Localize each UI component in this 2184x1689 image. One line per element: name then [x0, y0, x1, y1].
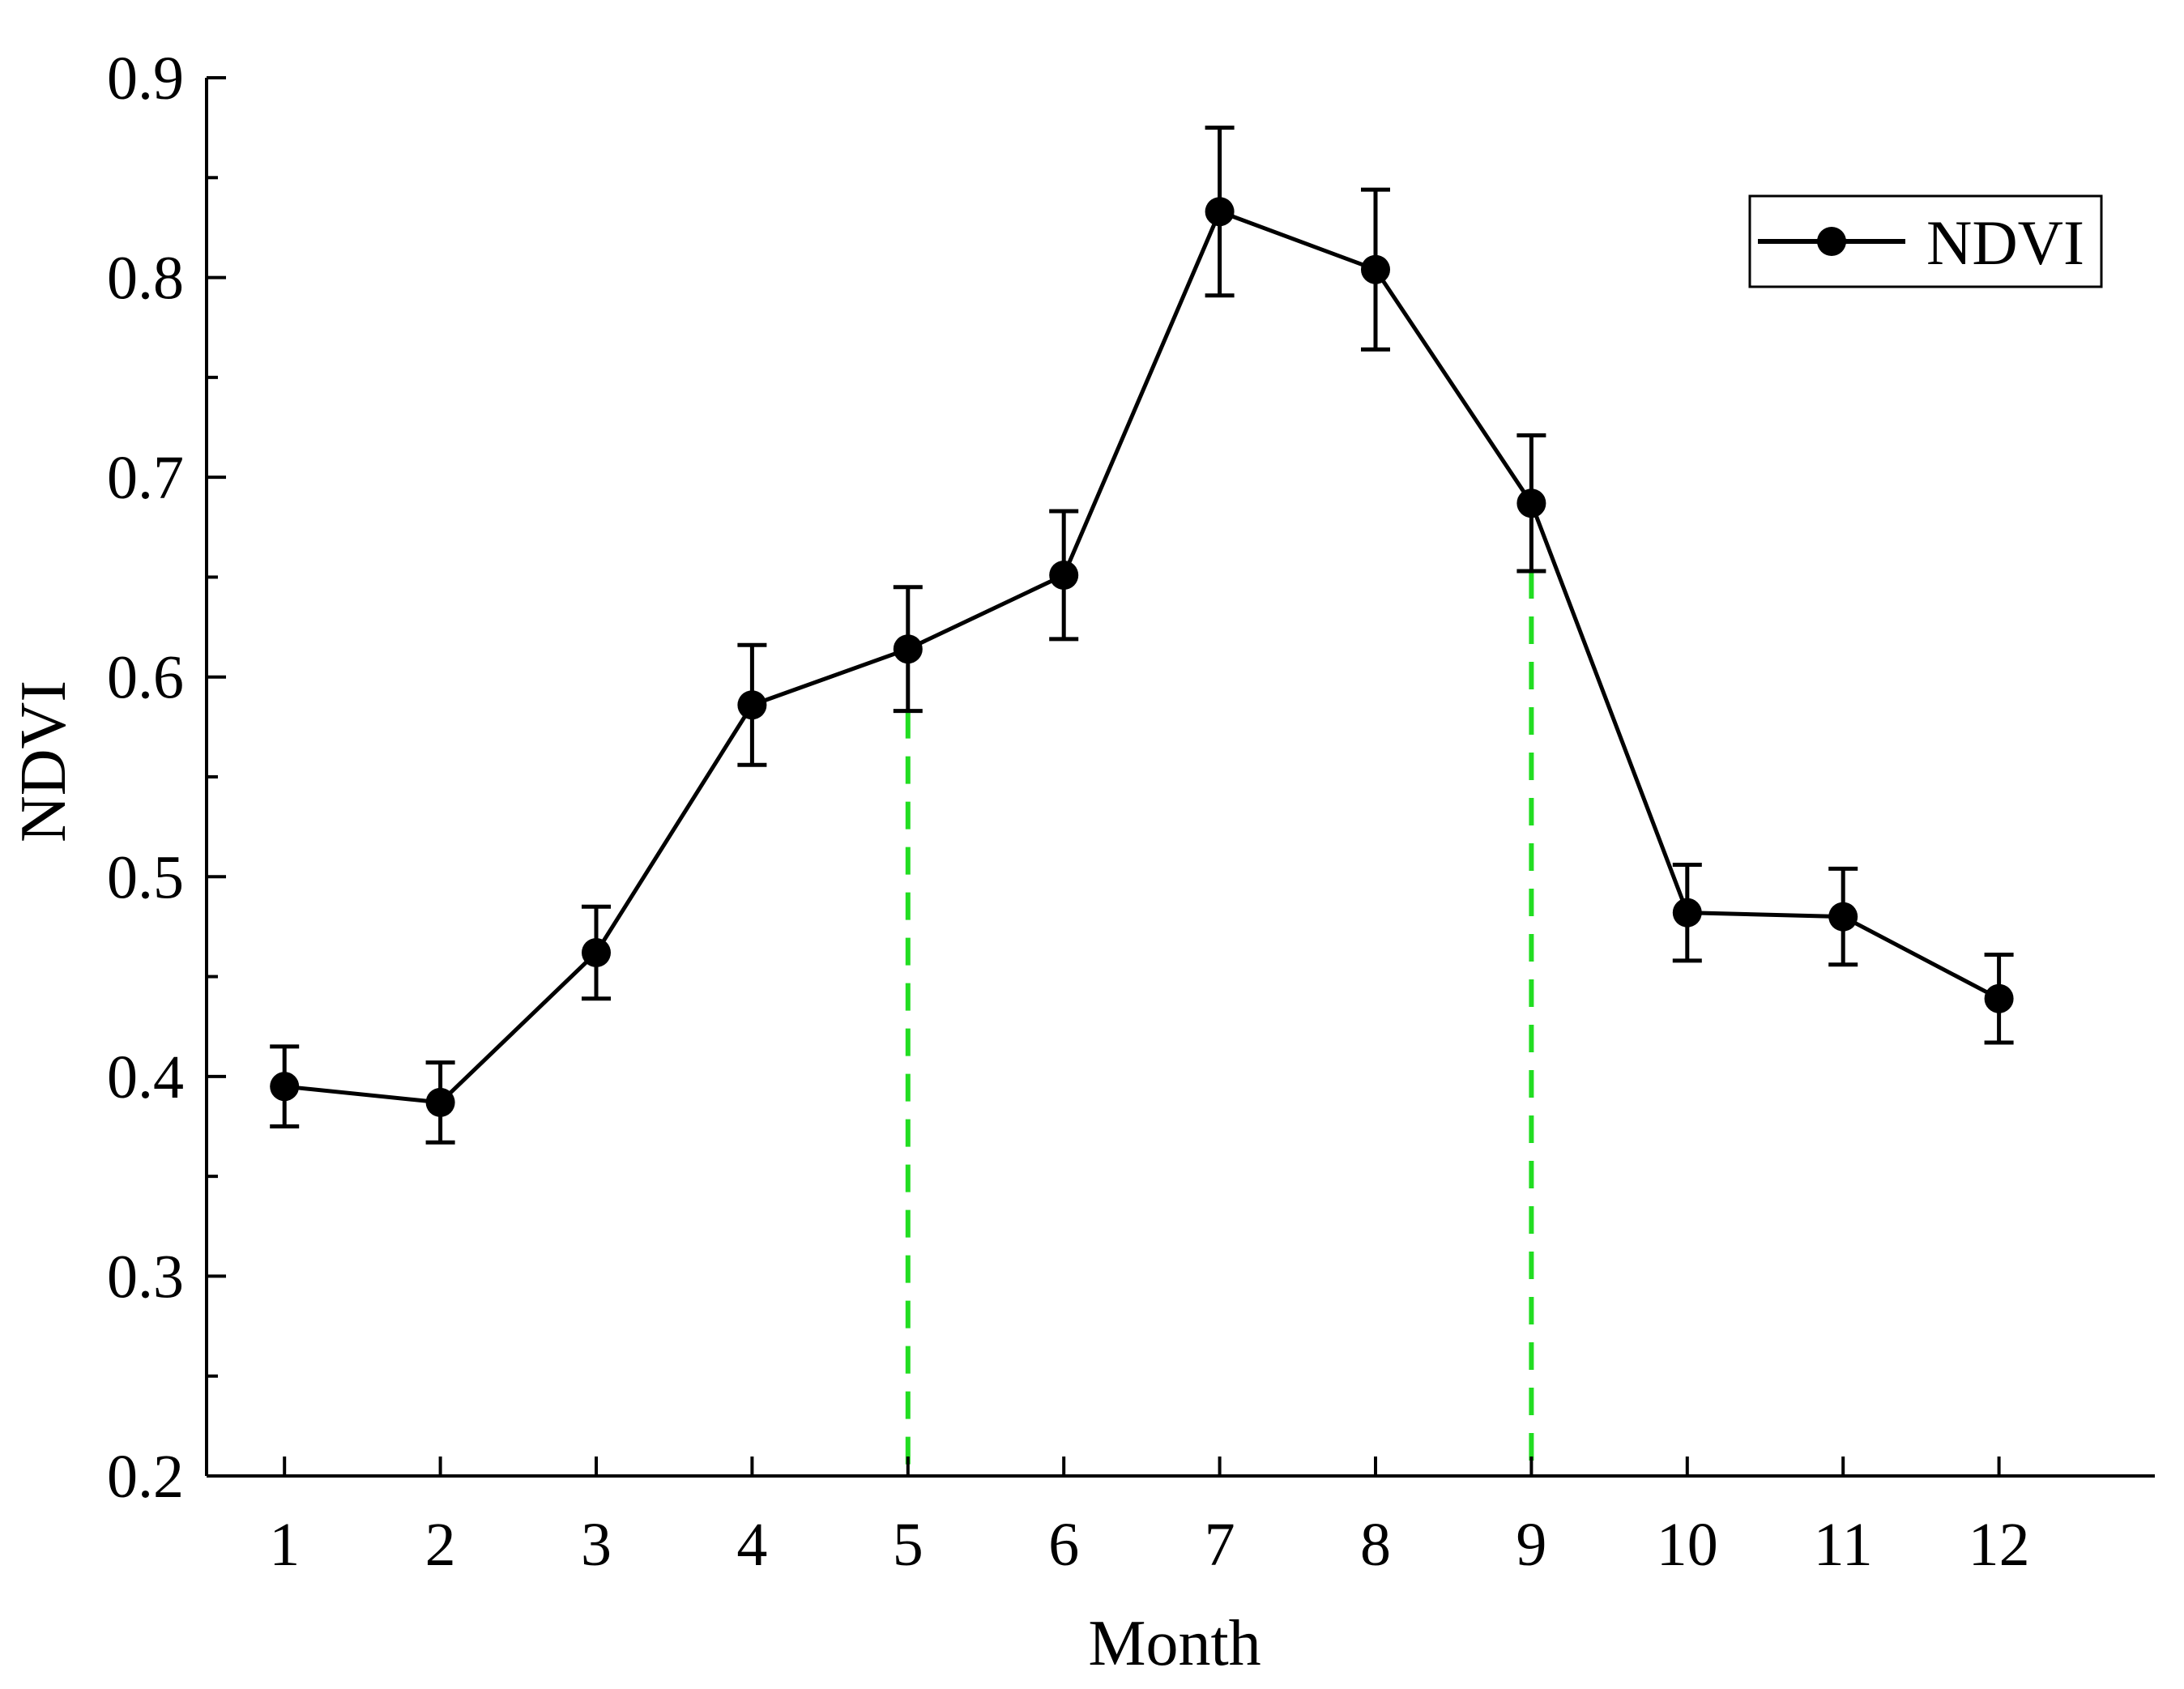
data-point-month-2 — [425, 1087, 455, 1117]
x-tick-label: 1 — [269, 1511, 300, 1579]
x-tick-label: 6 — [1048, 1511, 1079, 1579]
legend: NDVI — [1748, 194, 2103, 288]
x-tick-label: 2 — [425, 1511, 456, 1579]
data-point-month-10 — [1672, 898, 1702, 928]
data-point-month-6 — [1049, 560, 1079, 590]
x-tick-label: 7 — [1205, 1511, 1235, 1579]
reference-lines — [905, 571, 1534, 1476]
y-tick-label: 0.6 — [107, 644, 184, 712]
axes: 0.20.30.40.50.60.70.80.91 2 3 4 5 6 7 8 9 10 11 12 — [107, 45, 2155, 1579]
x-tick-label: 5 — [893, 1511, 924, 1579]
y-tick-label: 0.5 — [107, 843, 184, 911]
data-point-month-5 — [893, 634, 923, 664]
legend-label: NDVI — [1926, 207, 2084, 278]
y-tick-label: 0.7 — [107, 444, 184, 512]
y-tick-label: 0.3 — [107, 1243, 184, 1311]
data-point-month-11 — [1828, 902, 1858, 932]
data-point-month-1 — [270, 1072, 300, 1102]
y-tick-label: 0.4 — [107, 1043, 184, 1111]
x-axis-title: Month — [1088, 1608, 1260, 1679]
x-tick-label: 3 — [581, 1511, 612, 1579]
x-tick-label: 4 — [736, 1511, 767, 1579]
data-point-month-9 — [1516, 488, 1546, 518]
data-point-month-7 — [1205, 197, 1235, 227]
y-tick-label: 0.8 — [107, 245, 184, 313]
x-tick-label: 11 — [1814, 1511, 1873, 1579]
y-tick-label: 0.2 — [107, 1443, 184, 1511]
data-point-month-4 — [737, 690, 767, 720]
x-tick-label: 12 — [1969, 1511, 2030, 1579]
legend-marker-sample — [1817, 227, 1846, 256]
data-point-month-8 — [1361, 254, 1390, 284]
x-tick-label: 8 — [1360, 1511, 1391, 1579]
data-point-month-3 — [582, 937, 611, 967]
x-tick-label: 9 — [1516, 1511, 1546, 1579]
data-point-month-12 — [1984, 983, 2014, 1013]
series-group — [270, 126, 2014, 1145]
y-axis-title: NDVI — [8, 680, 79, 842]
series-line-ndvi — [284, 209, 2000, 1105]
y-tick-label: 0.9 — [107, 45, 184, 113]
x-tick-label: 10 — [1657, 1511, 1718, 1579]
